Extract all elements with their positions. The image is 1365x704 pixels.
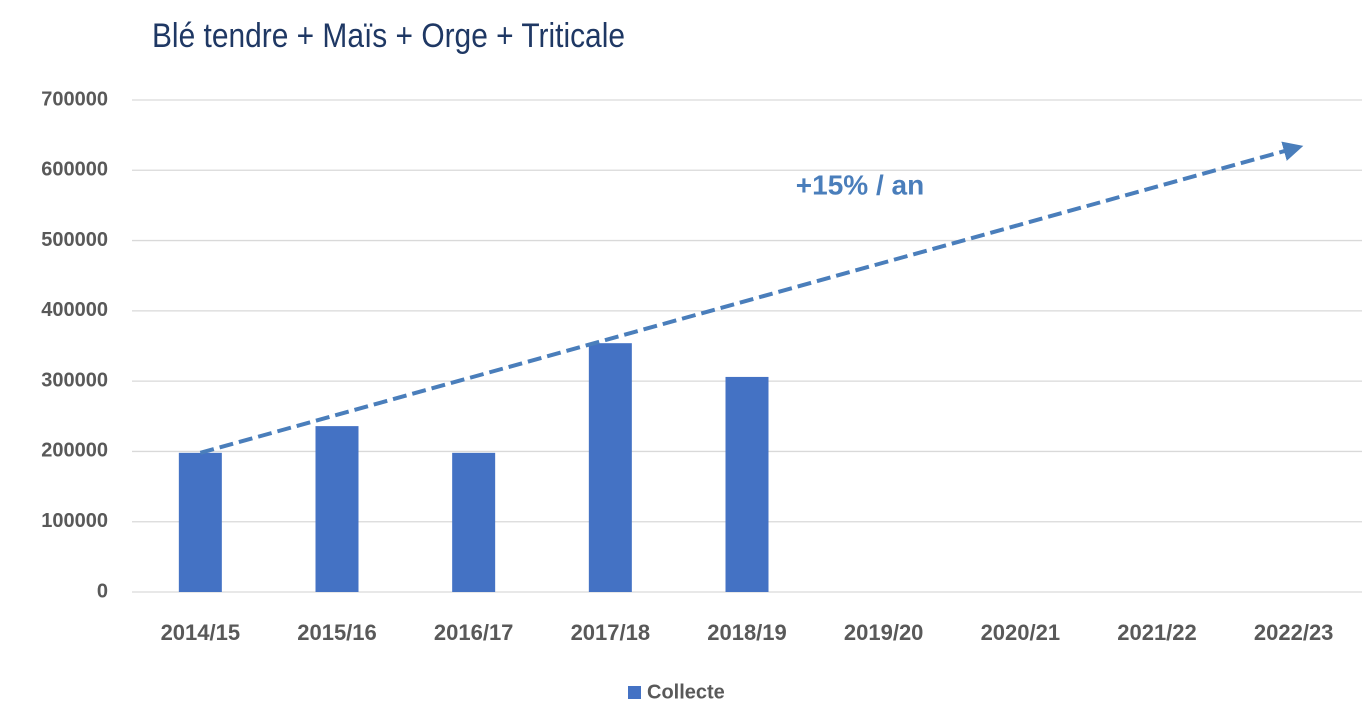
x-tick-label: 2015/16 <box>297 620 377 645</box>
x-tick-label: 2022/23 <box>1254 620 1334 645</box>
bar <box>315 426 359 592</box>
bar <box>452 452 496 592</box>
chart-title: Blé tendre + Maïs + Orge + Triticale <box>152 16 625 54</box>
bar <box>725 376 769 592</box>
x-tick-label: 2020/21 <box>981 620 1061 645</box>
x-tick-label: 2021/22 <box>1117 620 1197 645</box>
x-tick-label: 2018/19 <box>707 620 787 645</box>
y-tick-label: 400000 <box>41 299 108 321</box>
bar <box>178 452 222 592</box>
x-tick-label: 2016/17 <box>434 620 514 645</box>
y-tick-label: 600000 <box>41 159 108 181</box>
y-tick-label: 100000 <box>41 510 108 532</box>
y-tick-label: 0 <box>97 580 108 602</box>
trend-label: +15% / an <box>796 169 924 200</box>
x-tick-label: 2017/18 <box>571 620 651 645</box>
x-tick-label: 2019/20 <box>844 620 924 645</box>
x-tick-label: 2014/15 <box>161 620 241 645</box>
y-tick-label: 200000 <box>41 440 108 462</box>
bar <box>588 343 632 592</box>
trend-line <box>199 141 1304 455</box>
legend-swatch <box>628 686 641 699</box>
y-tick-label: 300000 <box>41 369 108 391</box>
legend-label: Collecte <box>647 681 725 703</box>
y-tick-label: 700000 <box>41 88 108 110</box>
y-tick-label: 500000 <box>41 229 108 251</box>
